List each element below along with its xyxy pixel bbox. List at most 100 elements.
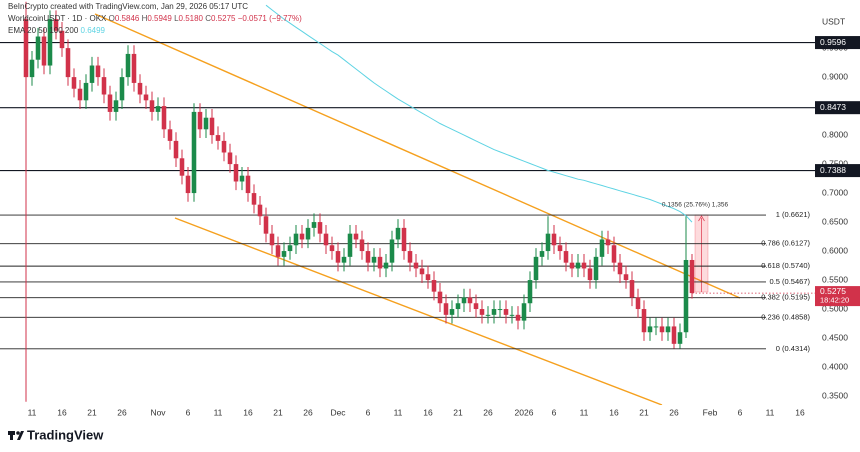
candle-body: [641, 309, 647, 333]
fib-label: 0.786 (0.6127): [761, 239, 810, 248]
logo-part: [17, 431, 24, 440]
symbol: WorldcoinUSDT · 1D · OKX: [8, 14, 107, 23]
legend-value: −0.0571 (−9.77%): [238, 14, 302, 23]
chart-title: BeInCrypto created with TradingView.com,…: [8, 2, 248, 11]
candle-body: [77, 88, 83, 101]
candle-body: [257, 204, 263, 217]
candle-body: [413, 262, 419, 269]
candle-body: [347, 233, 353, 257]
candle-body: [563, 251, 569, 263]
series-layer: [23, 1, 815, 402]
candle-body: [407, 251, 413, 263]
candle-body: [59, 30, 65, 49]
fib-label: 0.236 (0.4858): [761, 312, 810, 321]
fib-label: 0.5 (0.5467): [770, 277, 811, 286]
candle-body: [221, 140, 227, 153]
candle-body: [557, 245, 563, 252]
x-tick-label: 16: [609, 407, 619, 417]
x-tick-label: 6: [738, 407, 743, 417]
countdown-label: 18:42:20: [820, 296, 849, 305]
candle-body: [491, 309, 497, 315]
candle-body: [41, 36, 47, 66]
ema-value: 0.6499: [81, 26, 106, 35]
y-tick-label: 0.9000: [822, 71, 848, 81]
candle-body: [551, 233, 557, 246]
candle-body: [521, 303, 527, 321]
x-tick-label: 6: [366, 407, 371, 417]
x-tick-label: 21: [453, 407, 463, 417]
candle-body: [137, 82, 143, 95]
candle-body: [275, 245, 281, 257]
legend-key: L: [174, 14, 179, 23]
candle-body: [485, 314, 491, 316]
price-tag-label: 0.9596: [820, 37, 846, 47]
candle-body: [377, 256, 383, 269]
x-tick-label: 16: [795, 407, 805, 417]
y-tick-label: 0.8000: [822, 129, 848, 139]
candle-body: [671, 326, 677, 344]
candle-body: [155, 106, 161, 112]
candle-body: [449, 309, 455, 315]
candle-body: [233, 164, 239, 182]
candle-body: [545, 233, 551, 252]
candle-body: [47, 19, 53, 66]
candle-body: [197, 111, 203, 130]
channel-lower: [174, 217, 663, 405]
plot-area: [0, 13, 815, 405]
price-tag-label: 0.8473: [820, 102, 846, 112]
x-tick-label: 26: [117, 407, 127, 417]
ema-legend: EMA 20 50 100 200 0.6499: [8, 26, 106, 35]
candle-body: [149, 100, 155, 112]
x-tick-label: Dec: [330, 407, 346, 417]
candle-body: [89, 65, 95, 83]
fib-label: 0 (0.4314): [776, 344, 811, 353]
candle-body: [659, 326, 665, 333]
x-tick-label: 21: [87, 407, 97, 417]
candle-body: [113, 100, 119, 112]
candle-body: [611, 245, 617, 263]
y-tick-label: 0.6000: [822, 245, 848, 255]
y-tick-label: 0.5500: [822, 274, 848, 284]
candle-body: [323, 233, 329, 246]
x-tick-label: 26: [303, 407, 313, 417]
candle-body: [371, 256, 377, 263]
candle-body: [203, 117, 209, 130]
x-tick-label: 6: [552, 407, 557, 417]
candle-body: [23, 19, 29, 78]
candle-body: [65, 48, 71, 78]
candle-body: [575, 262, 581, 269]
candle-body: [599, 239, 605, 257]
candle-body: [473, 303, 479, 310]
y-tick-label: 0.7500: [822, 158, 848, 168]
candle-body: [293, 233, 299, 246]
candle-body: [269, 233, 275, 246]
price-tag: [815, 164, 860, 178]
measure-arrowhead: [698, 215, 705, 222]
candle-body: [209, 117, 215, 136]
candle-body: [635, 297, 641, 310]
y-tick-label: 0.7000: [822, 187, 848, 197]
x-tick-label: 16: [423, 407, 433, 417]
candle-body: [173, 140, 179, 159]
candle-body: [425, 274, 431, 281]
candle-body: [359, 239, 365, 252]
candle-body: [527, 280, 533, 304]
candle-body: [29, 59, 35, 78]
y-tick-label: 0.5000: [822, 303, 848, 313]
y-tick-label: 0.3500: [822, 390, 848, 400]
candle-body: [299, 233, 305, 240]
candle-body: [617, 262, 623, 275]
candle-body: [101, 77, 107, 95]
candle-body: [245, 175, 251, 194]
candle-body: [383, 262, 389, 269]
x-tick-label: 21: [273, 407, 283, 417]
x-tick-label: 11: [214, 407, 223, 417]
candle-body: [515, 314, 521, 321]
logo-part: [10, 431, 13, 440]
candle-body: [629, 280, 635, 298]
candle-body: [593, 256, 599, 281]
fib-label: 0.618 (0.5740): [761, 261, 810, 270]
last-price-tag: [815, 286, 860, 307]
candle-body: [431, 280, 437, 292]
candle-body: [341, 256, 347, 263]
